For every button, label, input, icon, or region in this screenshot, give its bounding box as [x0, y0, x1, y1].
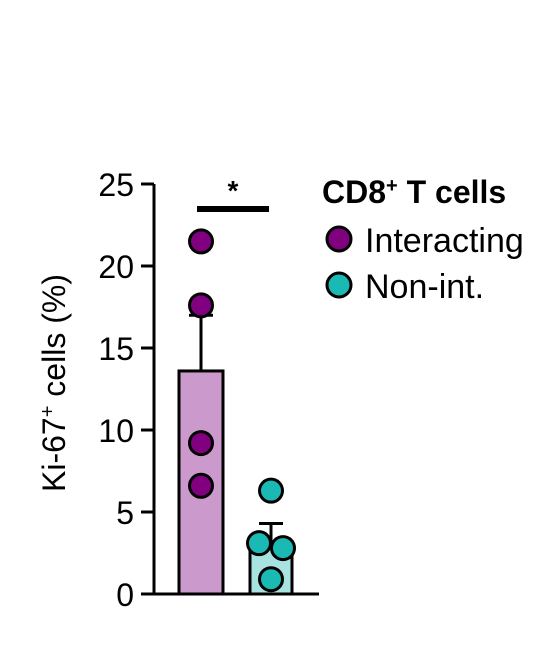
data-point: [258, 566, 284, 593]
y-axis-title-main: Ki-67: [36, 417, 72, 492]
y-tick-label: 15: [98, 331, 134, 367]
legend-title-sup: +: [386, 175, 398, 197]
y-ticks: 0 5 10 15 20 25: [98, 167, 154, 613]
y-tick-label: 20: [98, 249, 134, 285]
data-point: [188, 472, 214, 499]
data-point: [188, 228, 214, 255]
legend-label-nonint: Non-int.: [365, 268, 484, 306]
data-point: [270, 535, 296, 562]
legend: CD8+ T cells Interacting Non-int.: [322, 174, 524, 306]
y-axis-title: Ki-67+ cells (%): [36, 274, 72, 492]
legend-label-interacting: Interacting: [365, 222, 524, 260]
y-axis-title-rest: cells (%): [36, 274, 72, 406]
legend-swatch-nonint: [325, 271, 353, 299]
data-point: [258, 477, 284, 504]
legend-swatch-interacting: [325, 225, 353, 253]
y-tick-label: 25: [98, 167, 134, 203]
y-tick-label: 5: [116, 495, 134, 531]
significance-label: *: [228, 175, 239, 206]
legend-title-main: CD8: [322, 174, 386, 210]
data-point: [188, 292, 214, 319]
data-points: [188, 228, 296, 593]
legend-title: CD8+ T cells: [322, 174, 506, 210]
y-tick-label: 10: [98, 413, 134, 449]
legend-title-rest: T cells: [398, 174, 507, 210]
data-point: [246, 530, 272, 557]
y-axis-title-sup: +: [37, 406, 59, 418]
data-point: [188, 430, 214, 457]
y-tick-label: 0: [116, 577, 134, 613]
